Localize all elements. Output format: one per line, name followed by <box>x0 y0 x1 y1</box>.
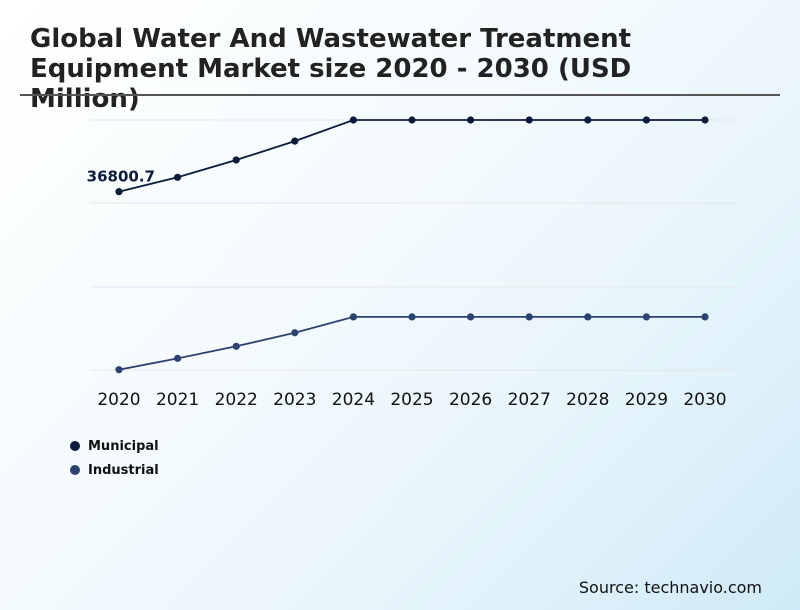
data-point-industrial-2027 <box>525 313 533 321</box>
data-point-industrial-2023 <box>291 329 299 337</box>
x-tick-label-2020: 2020 <box>97 390 140 410</box>
x-tick-label-2025: 2025 <box>390 390 433 410</box>
gridlines <box>90 119 736 371</box>
x-tick-label-2022: 2022 <box>215 390 258 410</box>
x-tick-label-2028: 2028 <box>566 390 609 410</box>
source-credit: Source: technavio.com <box>578 578 762 597</box>
series-points <box>115 116 709 374</box>
data-point-industrial-2022 <box>232 342 240 350</box>
data-labels: 36800.7 <box>87 168 155 186</box>
series-line-industrial <box>118 315 705 371</box>
x-tick-label-2023: 2023 <box>273 390 316 410</box>
legend-label-industrial: Industrial <box>88 462 159 478</box>
data-point-industrial-2025 <box>408 313 416 321</box>
data-point-industrial-2028 <box>584 313 592 321</box>
x-tick-label-2029: 2029 <box>625 390 668 410</box>
legend-item-municipal: Municipal <box>70 434 159 458</box>
legend-item-industrial: Industrial <box>70 458 159 482</box>
data-point-municipal-2021 <box>174 173 182 181</box>
data-point-industrial-2020 <box>115 366 123 374</box>
data-point-municipal-2027 <box>525 116 533 124</box>
legend-marker-industrial <box>70 465 80 475</box>
data-point-municipal-2020 <box>115 188 123 196</box>
x-tick-label-2024: 2024 <box>332 390 375 410</box>
x-tick-label-2021: 2021 <box>156 390 199 410</box>
data-point-municipal-2029 <box>642 116 651 124</box>
data-point-municipal-2028 <box>584 116 592 124</box>
series-line-municipal <box>118 119 705 193</box>
data-point-municipal-2023 <box>291 137 299 145</box>
x-tick-label-2030: 2030 <box>683 390 726 410</box>
x-tick-label-2027: 2027 <box>508 390 551 410</box>
data-point-municipal-2022 <box>232 156 240 164</box>
data-point-industrial-2030 <box>701 313 709 321</box>
data-point-industrial-2024 <box>349 313 357 321</box>
chart-title: Global Water And Wastewater Treatment Eq… <box>30 24 632 114</box>
title-divider <box>20 94 780 96</box>
data-point-municipal-2030 <box>701 116 709 124</box>
series-lines <box>118 119 705 371</box>
data-point-industrial-2021 <box>174 354 182 362</box>
data-point-municipal-2026 <box>467 116 475 124</box>
x-tick-label-2026: 2026 <box>449 390 492 410</box>
legend: Municipal Industrial <box>70 434 159 482</box>
x-axis-tick-labels: 2020 2021 2022 2023 2024 2025 2026 2027 2028 2029… <box>97 390 726 410</box>
data-point-municipal-2025 <box>408 116 416 124</box>
data-label-municipal-2020: 36800.7 <box>87 168 155 186</box>
data-point-industrial-2029 <box>642 313 651 321</box>
data-point-municipal-2024 <box>349 116 357 124</box>
data-point-industrial-2026 <box>467 313 475 321</box>
legend-marker-municipal <box>70 441 80 451</box>
legend-label-municipal: Municipal <box>88 438 159 454</box>
